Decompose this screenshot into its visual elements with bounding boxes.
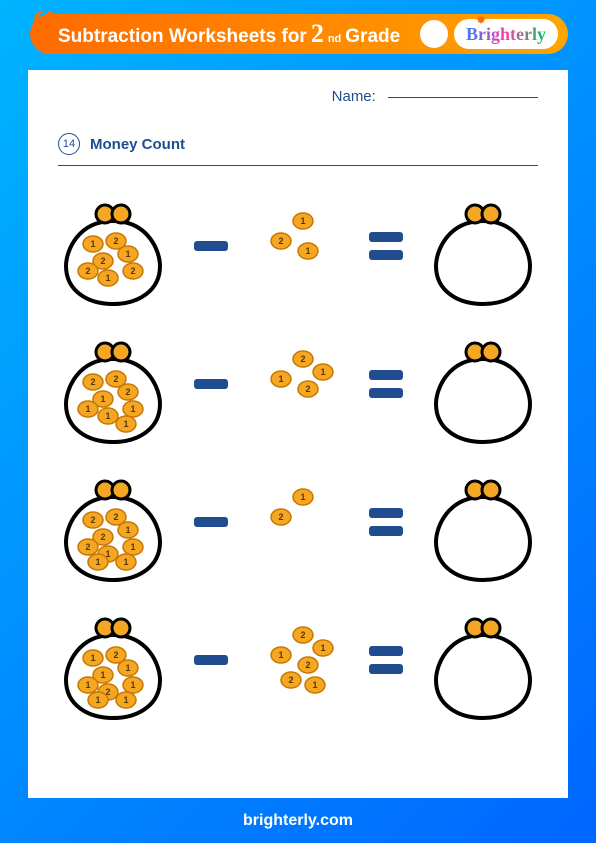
name-label: Name:	[332, 88, 376, 105]
svg-text:1: 1	[95, 557, 100, 567]
svg-text:1: 1	[125, 249, 130, 259]
svg-text:1: 1	[300, 216, 305, 226]
svg-text:1: 1	[100, 670, 105, 680]
svg-text:2: 2	[113, 512, 118, 522]
svg-text:2: 2	[100, 532, 105, 542]
minus-sign	[194, 379, 228, 389]
brand-pill: Brighterly ✸	[454, 19, 558, 49]
svg-text:2: 2	[90, 377, 95, 387]
brand-spark-icon: ✸	[476, 13, 486, 27]
svg-text:1: 1	[123, 695, 128, 705]
equals-sign	[369, 232, 403, 260]
empty-purse[interactable]	[428, 462, 538, 582]
problem-row: 212211211 12	[58, 462, 538, 582]
title-suffix: Grade	[345, 26, 400, 48]
title-banner: Subtraction Worksheets for 2 nd Grade Bri…	[30, 14, 568, 54]
minus-sign	[194, 517, 228, 527]
svg-text:1: 1	[278, 374, 283, 384]
svg-text:2: 2	[300, 354, 305, 364]
name-input-line[interactable]	[388, 97, 538, 98]
grade-suffix: nd	[328, 33, 341, 45]
svg-text:2: 2	[288, 675, 293, 685]
equals-sign	[369, 370, 403, 398]
problem-row: 112112111 212121	[58, 600, 538, 720]
svg-text:1: 1	[85, 680, 90, 690]
coin-purse: 12221111	[58, 324, 168, 444]
svg-text:2: 2	[113, 650, 118, 660]
circle-badge	[420, 20, 448, 48]
svg-text:1: 1	[300, 492, 305, 502]
svg-text:1: 1	[312, 680, 317, 690]
loose-coins: 2121	[253, 334, 343, 434]
svg-text:2: 2	[130, 266, 135, 276]
svg-text:2: 2	[85, 266, 90, 276]
svg-text:2: 2	[305, 384, 310, 394]
svg-text:1: 1	[305, 246, 310, 256]
svg-text:2: 2	[100, 256, 105, 266]
minus-sign	[194, 241, 228, 251]
svg-text:2: 2	[113, 236, 118, 246]
svg-text:2: 2	[125, 387, 130, 397]
coin-purse: 212211211	[58, 462, 168, 582]
svg-text:2: 2	[85, 542, 90, 552]
worksheet-title: Subtraction Worksheets for 2 nd Grade	[58, 19, 400, 49]
svg-text:1: 1	[130, 542, 135, 552]
equals-sign	[369, 508, 403, 536]
coin-purse: 2121212	[58, 186, 168, 306]
svg-text:2: 2	[305, 660, 310, 670]
svg-text:2: 2	[90, 515, 95, 525]
svg-text:2: 2	[113, 374, 118, 384]
svg-text:1: 1	[123, 419, 128, 429]
section-header: 14 Money Count	[58, 133, 538, 166]
quote-mark-decor: “	[32, 4, 54, 48]
svg-text:1: 1	[95, 695, 100, 705]
svg-text:1: 1	[278, 650, 283, 660]
loose-coins: 212121	[253, 610, 343, 710]
coin-purse: 112112111	[58, 600, 168, 720]
section-title-text: Money Count	[90, 136, 185, 153]
loose-coins: 1 2 1	[253, 196, 343, 296]
svg-text:1: 1	[90, 239, 95, 249]
svg-text:1: 1	[320, 643, 325, 653]
worksheet-body: Name: 14 Money Count 2121212 121 1222111…	[28, 70, 568, 798]
loose-coins: 12	[253, 472, 343, 572]
svg-text:1: 1	[85, 404, 90, 414]
svg-text:1: 1	[320, 367, 325, 377]
svg-text:2: 2	[300, 630, 305, 640]
svg-text:1: 1	[100, 394, 105, 404]
footer-band: brighterly.com	[0, 798, 596, 843]
svg-text:1: 1	[125, 663, 130, 673]
problem-row: 12221111 2121	[58, 324, 538, 444]
svg-text:1: 1	[125, 525, 130, 535]
problem-row: 2121212 121	[58, 186, 538, 306]
grade-number: 2	[311, 19, 324, 49]
section-number-badge: 14	[58, 133, 80, 155]
svg-text:2: 2	[278, 512, 283, 522]
minus-sign	[194, 655, 228, 665]
svg-text:1: 1	[105, 273, 110, 283]
header-band: “ Subtraction Worksheets for 2 nd Grade B…	[0, 0, 596, 70]
svg-text:1: 1	[105, 411, 110, 421]
title-prefix: Subtraction Worksheets for	[58, 26, 307, 48]
empty-purse[interactable]	[428, 600, 538, 720]
name-row: Name:	[58, 88, 538, 105]
svg-text:1: 1	[123, 557, 128, 567]
equals-sign	[369, 646, 403, 674]
empty-purse[interactable]	[428, 186, 538, 306]
svg-text:1: 1	[90, 653, 95, 663]
footer-url: brighterly.com	[243, 812, 353, 830]
empty-purse[interactable]	[428, 324, 538, 444]
svg-text:1: 1	[130, 680, 135, 690]
problems-container: 2121212 121 12221111 2121 212211211 12 1…	[58, 186, 538, 720]
svg-text:2: 2	[278, 236, 283, 246]
svg-text:1: 1	[130, 404, 135, 414]
